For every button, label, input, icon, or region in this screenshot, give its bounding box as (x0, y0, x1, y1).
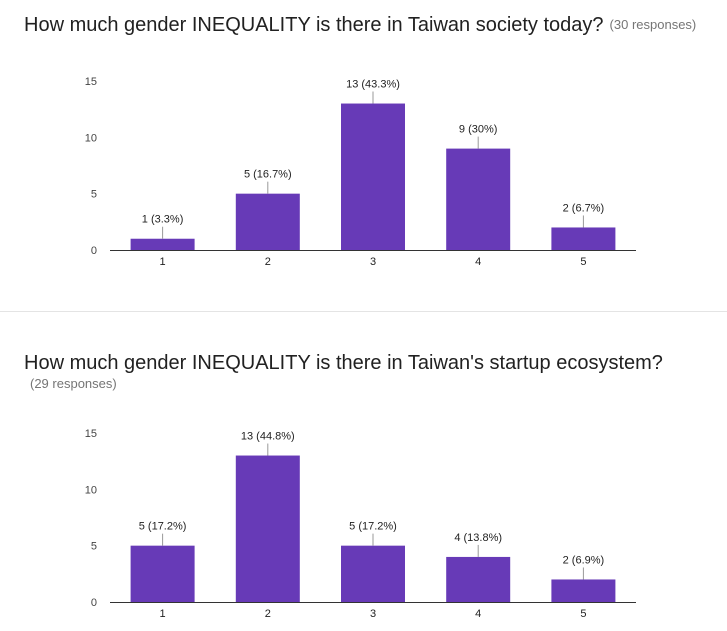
y-tick-label: 10 (85, 484, 97, 496)
x-tick-label: 4 (475, 256, 481, 268)
x-tick-label: 2 (265, 256, 271, 268)
bar (551, 579, 616, 602)
data-label: 13 (43.3%) (346, 79, 400, 91)
bar-chart-2: 0 5 10 15 5 (17.2%) 1 13 (44.8%) 2 5 (17.2%) 3 4 (… (85, 428, 636, 620)
x-tick-label: 1 (160, 608, 166, 620)
response-count: (29 responses) (30, 376, 117, 391)
bar (341, 545, 405, 602)
y-tick-label: 5 (91, 541, 97, 553)
bar (446, 556, 511, 602)
chart-title: How much gender INEQUALITY is there in T… (24, 14, 696, 37)
data-label: 9 (30%) (459, 124, 498, 136)
y-tick-label: 5 (91, 189, 97, 201)
x-tick-label: 5 (580, 256, 586, 268)
data-label: 1 (3.3%) (142, 214, 184, 226)
y-tick-label: 0 (91, 597, 97, 609)
y-tick-label: 10 (85, 132, 97, 144)
data-label: 4 (13.8%) (454, 532, 502, 544)
section-divider (0, 311, 727, 312)
bar (235, 193, 300, 250)
x-tick-label: 3 (370, 608, 376, 620)
bar (130, 545, 195, 602)
chart-panel-1: 0 5 10 15 1 (3.3%) 1 5 (16.7%) 2 13 (43.3%) 3 9 (3… (0, 0, 727, 312)
data-label: 5 (17.2%) (139, 521, 187, 533)
bar (130, 238, 195, 250)
x-tick-label: 2 (265, 608, 271, 620)
x-tick-label: 5 (580, 608, 586, 620)
y-tick-label: 0 (91, 245, 97, 257)
data-label: 5 (16.7%) (244, 169, 292, 181)
response-count: (30 responses) (609, 17, 697, 32)
x-tick-label: 4 (475, 608, 481, 620)
y-tick-label: 15 (85, 428, 97, 440)
x-tick-label: 1 (160, 256, 166, 268)
chart-title: How much gender INEQUALITY is there in T… (24, 352, 663, 375)
data-label: 2 (6.9%) (563, 554, 605, 566)
bar (551, 227, 616, 250)
data-label: 2 (6.7%) (563, 202, 605, 214)
chart-title-text: How much gender INEQUALITY is there in T… (24, 352, 663, 374)
bar (446, 148, 511, 250)
bar (341, 103, 405, 251)
x-tick-label: 3 (370, 256, 376, 268)
data-label: 5 (17.2%) (349, 521, 397, 533)
data-label: 13 (44.8%) (241, 431, 295, 443)
chart-panel-2: 0 5 10 15 5 (17.2%) 1 13 (44.8%) 2 5 (17.2%) 3 4 (… (0, 312, 727, 631)
bar (235, 455, 300, 602)
y-tick-label: 15 (85, 76, 97, 88)
chart-title-text: How much gender INEQUALITY is there in T… (24, 14, 604, 36)
bar-chart-1: 0 5 10 15 1 (3.3%) 1 5 (16.7%) 2 13 (43.3%) 3 9 (3… (85, 76, 636, 268)
